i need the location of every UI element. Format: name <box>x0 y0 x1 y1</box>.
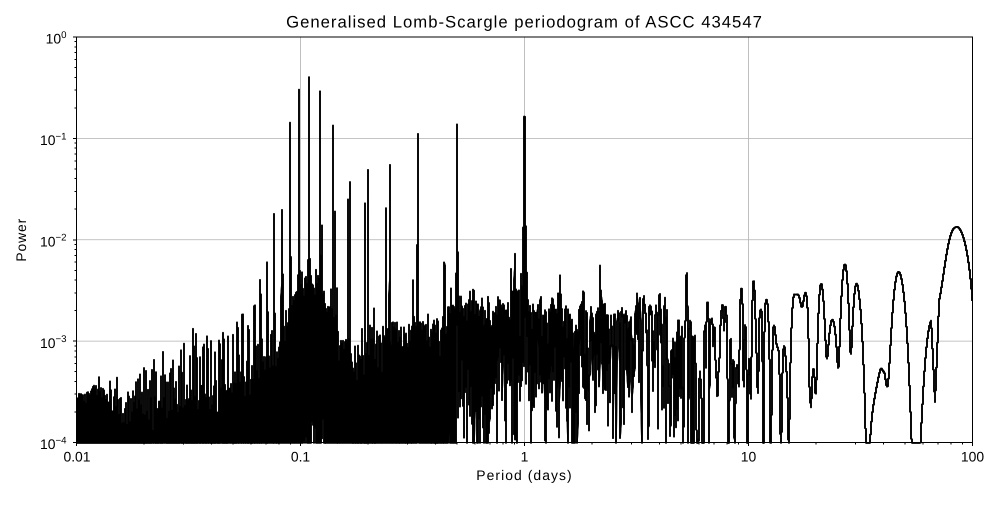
svg-text:0.1: 0.1 <box>291 449 311 465</box>
svg-text:Generalised Lomb-Scargle perio: Generalised Lomb-Scargle periodogram of … <box>286 13 763 32</box>
svg-text:0.01: 0.01 <box>63 449 90 465</box>
svg-text:Period (days): Period (days) <box>476 467 572 483</box>
svg-text:10: 10 <box>741 449 757 465</box>
svg-text:100: 100 <box>961 449 984 465</box>
svg-text:1: 1 <box>521 449 529 465</box>
svg-text:Power: Power <box>13 218 29 262</box>
